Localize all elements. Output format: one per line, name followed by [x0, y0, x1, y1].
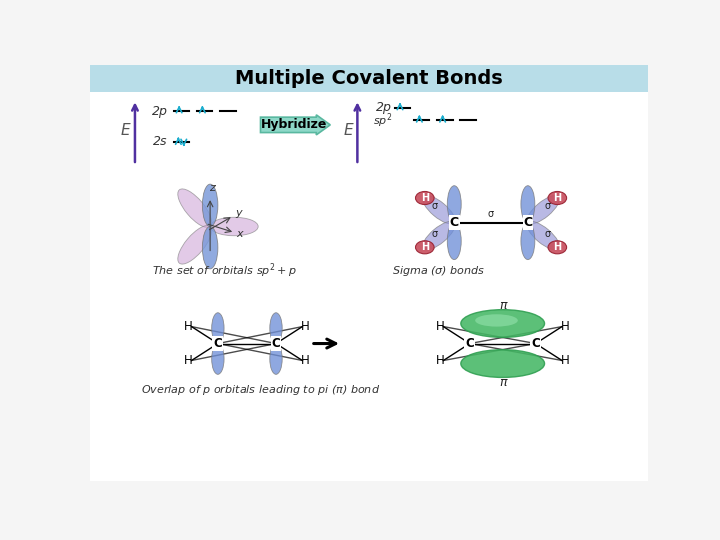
Ellipse shape	[461, 309, 544, 338]
Text: Sigma ($\sigma$) bonds: Sigma ($\sigma$) bonds	[392, 264, 485, 278]
Text: C: C	[450, 216, 459, 229]
Text: σ: σ	[431, 201, 437, 211]
Text: E: E	[121, 123, 130, 138]
Text: H: H	[561, 354, 570, 367]
Text: H: H	[420, 242, 429, 252]
Text: C: C	[214, 337, 222, 350]
Ellipse shape	[178, 189, 212, 227]
Text: σ: σ	[545, 201, 551, 211]
Ellipse shape	[212, 313, 224, 343]
Ellipse shape	[423, 195, 455, 224]
Text: E: E	[343, 123, 353, 138]
Text: σ: σ	[431, 228, 437, 239]
Text: 2p: 2p	[377, 102, 392, 114]
Text: z: z	[209, 183, 215, 193]
Ellipse shape	[423, 221, 455, 250]
FancyArrow shape	[261, 115, 330, 135]
Ellipse shape	[527, 221, 559, 250]
Text: H: H	[553, 242, 562, 252]
Ellipse shape	[447, 222, 462, 260]
Text: y: y	[235, 208, 241, 218]
Ellipse shape	[521, 222, 535, 260]
Text: σ: σ	[545, 228, 551, 239]
Text: H: H	[184, 354, 193, 367]
Ellipse shape	[415, 192, 434, 205]
Text: π: π	[499, 299, 506, 312]
Text: Multiple Covalent Bonds: Multiple Covalent Bonds	[235, 69, 503, 88]
Text: C: C	[465, 337, 474, 350]
Text: H: H	[420, 193, 429, 203]
Text: Overlap of $p$ orbitals leading to pi ($\pi$) bond: Overlap of $p$ orbitals leading to pi ($…	[141, 383, 380, 397]
Text: The set of orbitals $sp^2 + p$: The set of orbitals $sp^2 + p$	[152, 262, 297, 280]
Text: H: H	[301, 320, 310, 333]
Ellipse shape	[548, 241, 567, 254]
Text: 2p: 2p	[152, 105, 168, 118]
Text: C: C	[271, 337, 280, 350]
Ellipse shape	[202, 184, 218, 226]
Text: H: H	[561, 320, 570, 333]
Ellipse shape	[212, 343, 224, 374]
Bar	[90, 65, 648, 92]
Text: H: H	[301, 354, 310, 367]
Text: C: C	[531, 337, 540, 350]
Ellipse shape	[461, 350, 544, 377]
Text: π: π	[499, 375, 506, 389]
Ellipse shape	[475, 314, 518, 327]
Ellipse shape	[270, 343, 282, 374]
Text: H: H	[553, 193, 562, 203]
Ellipse shape	[270, 313, 282, 343]
Text: σ: σ	[488, 210, 494, 219]
Ellipse shape	[447, 186, 462, 222]
Text: 2s: 2s	[153, 136, 168, 148]
Text: H: H	[184, 320, 193, 333]
Ellipse shape	[178, 226, 212, 264]
Text: x: x	[236, 229, 243, 239]
Text: $sp^2$: $sp^2$	[373, 111, 392, 130]
Text: C: C	[523, 216, 532, 229]
Text: H: H	[436, 354, 445, 367]
Ellipse shape	[548, 192, 567, 205]
Ellipse shape	[202, 226, 218, 269]
Ellipse shape	[527, 195, 559, 224]
Ellipse shape	[415, 241, 434, 254]
Text: Hybridize: Hybridize	[261, 118, 327, 131]
Ellipse shape	[210, 217, 258, 236]
Text: H: H	[436, 320, 445, 333]
Ellipse shape	[521, 186, 535, 222]
